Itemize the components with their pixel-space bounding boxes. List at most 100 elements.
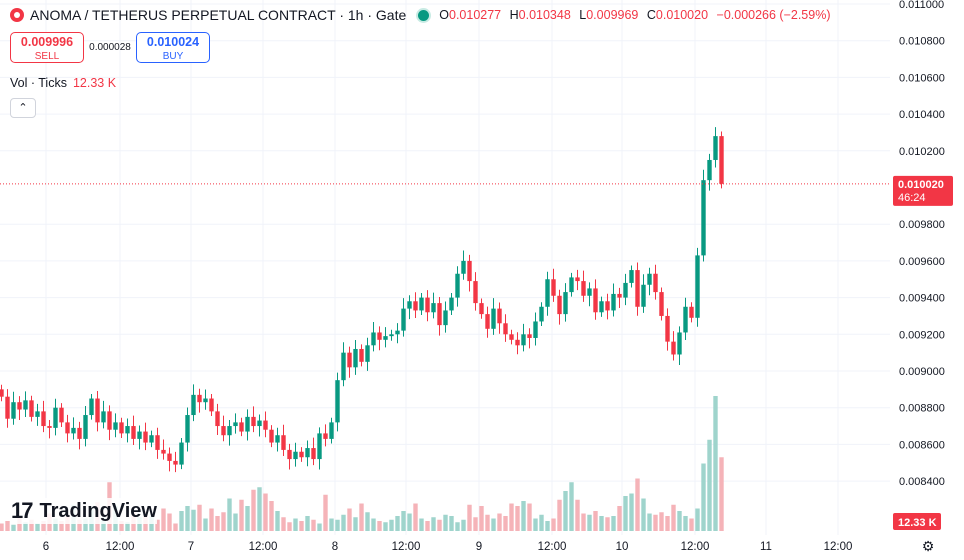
candle xyxy=(611,283,616,317)
candle xyxy=(257,414,262,437)
volume-bar xyxy=(707,439,712,531)
candle-body xyxy=(179,442,184,465)
time-tick-label: 12:00 xyxy=(538,541,567,553)
volume-bar xyxy=(17,517,22,531)
candle-body xyxy=(359,348,364,362)
buy-button[interactable]: 0.010024 BUY xyxy=(136,32,210,63)
candle xyxy=(671,331,676,361)
symbol-row: ANOMA / TETHERUS PERPETUAL CONTRACT · 1h… xyxy=(10,7,836,23)
volume-bar xyxy=(689,518,694,531)
price-tick-label: 0.010600 xyxy=(899,72,945,84)
time-axis[interactable]: 6 12:00 7 12:00 8 12:00 9 12:00 10 12:00 11 12:00 xyxy=(43,541,853,553)
candle-body xyxy=(629,270,634,283)
candle-body xyxy=(371,332,376,346)
volume-bar xyxy=(515,506,520,531)
candle xyxy=(587,282,592,307)
candle-body xyxy=(293,451,298,460)
candle-body xyxy=(467,260,472,282)
price-tick-label: 0.010800 xyxy=(899,36,945,48)
price-tick-label: 0.008400 xyxy=(899,476,945,488)
candle xyxy=(71,417,76,440)
volume-bar xyxy=(413,503,418,531)
candle xyxy=(599,296,604,317)
candle-body xyxy=(23,400,28,410)
candle xyxy=(419,293,424,316)
candles[interactable] xyxy=(0,127,724,473)
tradingview-logo-text: TradingView xyxy=(39,499,157,522)
candle-body xyxy=(365,345,370,362)
candle xyxy=(593,279,598,320)
last-volume-label: 12.33 K xyxy=(893,513,941,530)
volume-bar xyxy=(629,493,634,531)
candle xyxy=(365,337,370,371)
volume-bar xyxy=(479,506,484,531)
candle-body xyxy=(65,422,70,434)
candle xyxy=(689,302,694,323)
candle-body xyxy=(305,448,310,458)
candle xyxy=(341,342,346,387)
tradingview-logo[interactable]: 17 TradingView xyxy=(11,498,157,524)
volume-bar xyxy=(581,513,586,531)
candle xyxy=(473,272,478,311)
candle xyxy=(191,384,196,422)
volume-bar xyxy=(215,516,220,531)
candle-body xyxy=(17,402,22,410)
candle xyxy=(503,314,508,342)
candle xyxy=(281,424,286,456)
volume-bar xyxy=(227,498,232,531)
candle xyxy=(53,398,58,436)
symbol-title[interactable]: ANOMA / TETHERUS PERPETUAL CONTRACT · 1h… xyxy=(30,7,407,23)
candle xyxy=(119,417,124,438)
candle xyxy=(293,442,298,467)
volume-bar xyxy=(239,499,244,531)
candle xyxy=(77,421,82,450)
sell-price: 0.009996 xyxy=(20,35,74,49)
candle-body xyxy=(329,422,334,439)
candle-body xyxy=(461,260,466,274)
volume-bar xyxy=(533,518,538,531)
candle-body xyxy=(335,380,340,423)
volume-bar xyxy=(551,518,556,531)
time-tick-label: 12:00 xyxy=(681,541,710,553)
volume-bar xyxy=(665,516,670,531)
candle-body xyxy=(407,301,412,309)
candle-body xyxy=(353,348,358,368)
time-tick-label: 9 xyxy=(476,541,482,553)
volume-bar xyxy=(11,524,16,531)
volume-legend[interactable]: Vol · Ticks 12.33 K xyxy=(10,76,116,90)
candle xyxy=(179,437,184,470)
candle xyxy=(557,289,562,325)
candle xyxy=(695,247,700,327)
volume-bar xyxy=(527,503,532,531)
candle-body xyxy=(233,422,238,427)
collapse-legend-button[interactable]: ⌃ xyxy=(10,98,36,118)
candle xyxy=(35,403,40,426)
candle-body xyxy=(245,416,250,432)
candle xyxy=(479,298,484,319)
candle xyxy=(713,127,718,168)
price-axis[interactable]: 0.011000 0.010800 0.010600 0.010400 0.010200… xyxy=(899,0,945,488)
sell-button[interactable]: 0.009996 SELL xyxy=(10,32,84,63)
candle-body xyxy=(587,288,592,296)
sell-label: SELL xyxy=(34,51,60,62)
candle-body xyxy=(377,332,382,340)
candle xyxy=(617,287,622,309)
gear-icon[interactable]: ⚙ xyxy=(921,538,935,554)
volume-bar xyxy=(521,501,526,531)
volume-bar xyxy=(545,521,550,531)
candle xyxy=(143,422,148,451)
candle xyxy=(95,391,100,432)
chart-grid xyxy=(0,0,890,535)
volume-bar xyxy=(461,519,466,531)
volume-bar xyxy=(383,522,388,531)
ohlc-values: O0.010277 H0.010348 L0.009969 C0.010020 … xyxy=(439,8,835,22)
candle-body xyxy=(131,426,136,439)
candle xyxy=(137,425,142,450)
volume-bar xyxy=(593,511,598,531)
volume-bar xyxy=(77,519,82,531)
candle-body xyxy=(143,431,148,443)
candle xyxy=(305,440,310,467)
volume-bar xyxy=(323,494,328,531)
volume-bar xyxy=(257,487,262,531)
